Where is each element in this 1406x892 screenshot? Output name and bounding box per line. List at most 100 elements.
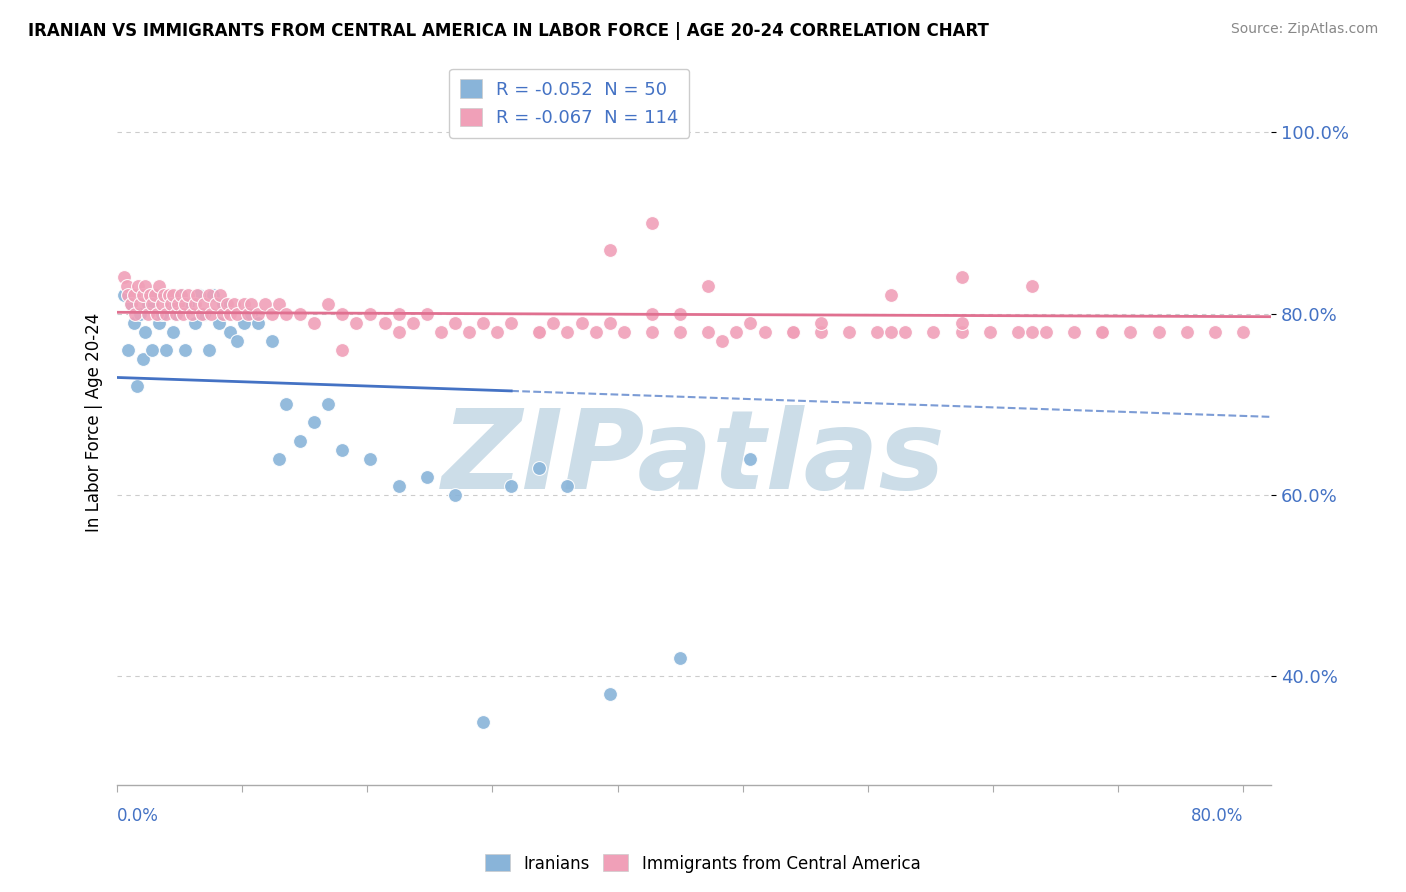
Point xyxy=(162,325,184,339)
Point xyxy=(148,279,170,293)
Point xyxy=(838,325,860,339)
Point xyxy=(225,307,247,321)
Point xyxy=(557,479,579,493)
Point xyxy=(134,279,156,293)
Point xyxy=(782,325,804,339)
Text: 0.0%: 0.0% xyxy=(117,807,159,825)
Point xyxy=(208,288,231,302)
Point xyxy=(169,288,191,302)
Point xyxy=(267,297,290,311)
Point xyxy=(330,343,353,357)
Point xyxy=(193,307,215,321)
Point xyxy=(599,688,621,702)
Point xyxy=(173,297,195,311)
Point xyxy=(128,307,150,321)
Point xyxy=(183,297,205,311)
Point xyxy=(152,288,174,302)
Point xyxy=(641,307,664,321)
Point xyxy=(529,325,551,339)
Point xyxy=(148,316,170,330)
Point xyxy=(128,297,150,311)
Point xyxy=(246,307,269,321)
Point xyxy=(120,297,142,311)
Point xyxy=(165,307,187,321)
Point xyxy=(1119,325,1142,339)
Point xyxy=(150,297,173,311)
Point xyxy=(711,334,734,348)
Point xyxy=(880,288,903,302)
Point xyxy=(211,297,233,311)
Point xyxy=(187,288,209,302)
Point xyxy=(218,325,240,339)
Point xyxy=(416,470,439,484)
Point xyxy=(330,442,353,457)
Point xyxy=(725,325,748,339)
Point xyxy=(458,325,481,339)
Point xyxy=(360,307,382,321)
Point xyxy=(316,397,339,411)
Text: 80.0%: 80.0% xyxy=(1191,807,1243,825)
Point xyxy=(374,316,396,330)
Point xyxy=(1021,325,1043,339)
Point xyxy=(239,297,262,311)
Legend: R = -0.052  N = 50, R = -0.067  N = 114: R = -0.052 N = 50, R = -0.067 N = 114 xyxy=(450,69,689,138)
Point xyxy=(197,288,219,302)
Point xyxy=(1035,325,1057,339)
Point xyxy=(136,307,159,321)
Point xyxy=(330,307,353,321)
Point xyxy=(124,307,146,321)
Point xyxy=(155,343,177,357)
Point xyxy=(782,325,804,339)
Point xyxy=(125,379,148,393)
Point xyxy=(950,270,973,285)
Point xyxy=(302,316,325,330)
Point xyxy=(529,460,551,475)
Point xyxy=(740,316,762,330)
Point xyxy=(950,316,973,330)
Point xyxy=(260,334,283,348)
Point xyxy=(183,316,205,330)
Point xyxy=(215,297,238,311)
Point xyxy=(344,316,367,330)
Point xyxy=(486,325,509,339)
Point xyxy=(571,316,593,330)
Point xyxy=(176,297,198,311)
Point xyxy=(810,325,832,339)
Point xyxy=(207,316,229,330)
Point xyxy=(288,307,311,321)
Point xyxy=(131,288,153,302)
Point xyxy=(529,325,551,339)
Text: IRANIAN VS IMMIGRANTS FROM CENTRAL AMERICA IN LABOR FORCE | AGE 20-24 CORRELATIO: IRANIAN VS IMMIGRANTS FROM CENTRAL AMERI… xyxy=(28,22,988,40)
Point xyxy=(669,651,692,665)
Point xyxy=(388,307,411,321)
Point xyxy=(402,316,425,330)
Point xyxy=(176,288,198,302)
Point xyxy=(141,343,163,357)
Point xyxy=(444,488,467,502)
Point xyxy=(115,279,138,293)
Point xyxy=(950,325,973,339)
Point xyxy=(200,307,222,321)
Point xyxy=(1063,325,1085,339)
Point xyxy=(501,316,523,330)
Point xyxy=(472,316,495,330)
Point xyxy=(136,297,159,311)
Point xyxy=(190,307,212,321)
Point xyxy=(894,325,917,339)
Point xyxy=(131,351,153,366)
Point xyxy=(122,288,145,302)
Point xyxy=(922,325,945,339)
Point xyxy=(197,343,219,357)
Point xyxy=(165,307,187,321)
Point xyxy=(613,325,636,339)
Point xyxy=(236,307,259,321)
Point xyxy=(211,307,233,321)
Point xyxy=(697,325,720,339)
Point xyxy=(166,297,188,311)
Point xyxy=(557,325,579,339)
Point xyxy=(1091,325,1114,339)
Point xyxy=(360,451,382,466)
Point xyxy=(159,297,181,311)
Point xyxy=(122,316,145,330)
Point xyxy=(145,288,167,302)
